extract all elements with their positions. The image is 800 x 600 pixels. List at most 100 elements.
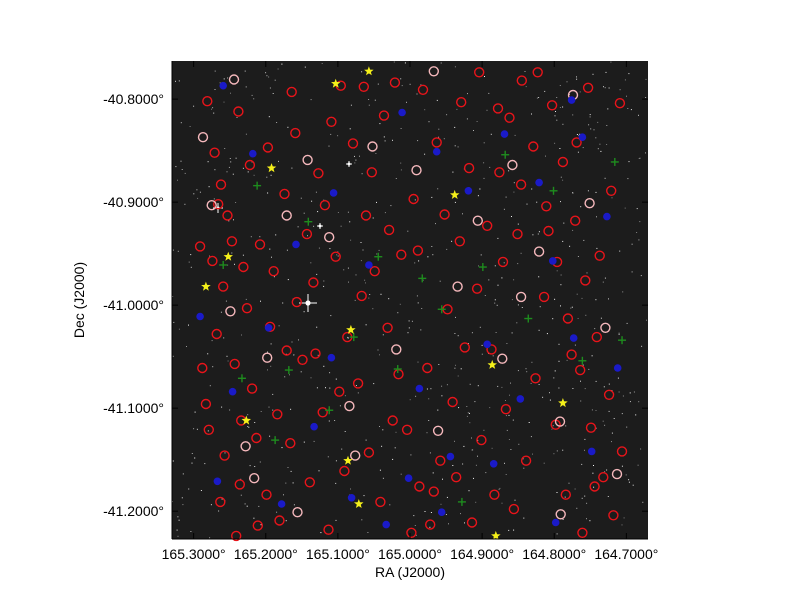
marker-filled-circle [404, 474, 413, 483]
field-star [399, 303, 401, 305]
field-star [357, 392, 359, 394]
field-star [629, 401, 631, 403]
marker-open-circle [608, 510, 619, 521]
field-star [588, 368, 590, 370]
field-star [608, 87, 610, 89]
field-star [508, 414, 510, 416]
field-star [587, 190, 589, 192]
marker-plus [219, 260, 228, 269]
field-star [525, 86, 527, 88]
field-star [431, 246, 433, 247]
field-star [595, 299, 597, 301]
field-star [221, 498, 223, 500]
field-star [579, 133, 581, 135]
field-star [577, 151, 579, 153]
field-star [438, 128, 440, 130]
field-star [211, 340, 213, 342]
catalog-markers [194, 66, 628, 542]
marker-open-circle [452, 281, 463, 292]
marker-open-circle [323, 524, 334, 535]
field-star [441, 395, 443, 397]
field-star [285, 482, 287, 484]
field-star [323, 365, 325, 367]
field-star [521, 307, 523, 308]
field-star [236, 117, 238, 118]
field-star [193, 428, 195, 430]
field-star [617, 377, 619, 379]
field-star [421, 308, 423, 309]
field-star [641, 345, 643, 347]
marker-filled-circle [489, 460, 498, 468]
field-star [427, 256, 429, 258]
marker-open-circle [401, 424, 413, 435]
field-star [584, 495, 586, 497]
field-star [585, 314, 587, 316]
marker-open-circle [497, 353, 508, 364]
marker-open-circle [291, 296, 302, 308]
field-star [469, 422, 471, 424]
field-star [230, 92, 231, 94]
field-star [508, 529, 510, 531]
field-star [506, 429, 508, 431]
marker-open-circle [508, 503, 520, 515]
field-star [180, 122, 182, 124]
field-star [494, 302, 496, 304]
field-star [232, 173, 234, 175]
marker-open-circle [598, 472, 609, 483]
field-star [214, 169, 216, 171]
marker-open-circle [603, 389, 615, 400]
field-star [253, 174, 255, 176]
field-star [556, 450, 558, 452]
field-star [210, 504, 212, 506]
field-star [451, 240, 453, 242]
field-star [362, 249, 364, 251]
marker-open-circle [244, 159, 256, 171]
field-star [626, 322, 628, 324]
field-star [437, 188, 439, 190]
marker-open-circle [238, 261, 249, 273]
field-star [278, 160, 279, 162]
field-star [376, 253, 378, 255]
marker-open-circle [229, 358, 240, 370]
field-star [323, 199, 325, 201]
field-star [382, 334, 384, 336]
field-star [390, 205, 392, 207]
field-star [626, 426, 628, 428]
field-star [272, 393, 274, 395]
field-star [580, 400, 582, 402]
field-star [623, 517, 625, 519]
field-star [463, 445, 465, 447]
field-star [376, 201, 377, 203]
marker-open-circle [520, 455, 532, 466]
field-star [228, 220, 230, 222]
series-4 [201, 66, 568, 540]
field-star [480, 254, 482, 256]
field-star [526, 371, 528, 373]
marker-open-circle [492, 103, 504, 114]
field-star [274, 79, 276, 81]
field-star [636, 208, 638, 210]
marker-open-circle [584, 197, 595, 209]
field-star [595, 191, 597, 193]
x-tick-label: 164.9000° [450, 546, 514, 562]
field-star [536, 97, 538, 99]
field-star [269, 435, 271, 437]
series-2 [196, 81, 622, 529]
field-star [438, 136, 440, 138]
field-star [503, 208, 505, 210]
field-star [549, 399, 551, 401]
field-star [204, 463, 206, 465]
field-star [473, 130, 474, 131]
field-star [568, 482, 570, 484]
field-star [218, 510, 220, 512]
field-star [486, 109, 488, 111]
field-star [190, 266, 192, 268]
field-star [490, 133, 492, 135]
field-star [544, 90, 546, 92]
field-star [562, 518, 564, 520]
marker-plus [478, 263, 487, 272]
field-star [572, 229, 574, 231]
field-star [311, 200, 313, 202]
field-star [223, 78, 225, 80]
field-star [400, 78, 402, 80]
